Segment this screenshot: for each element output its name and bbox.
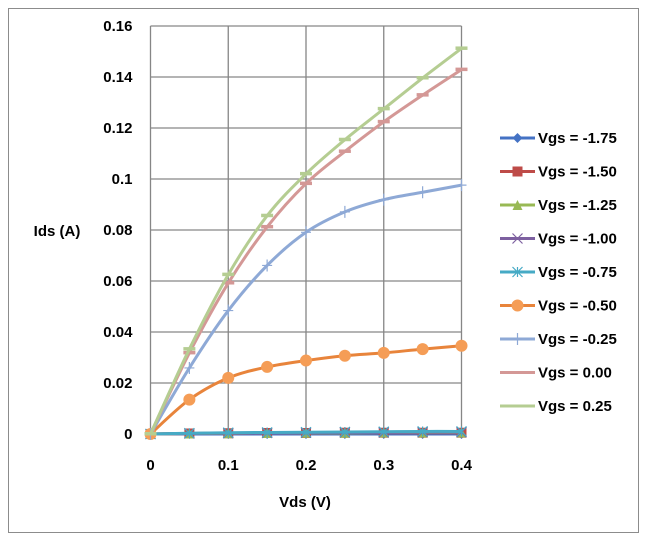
data-point <box>184 361 195 374</box>
data-point <box>378 426 390 438</box>
legend-label: Vgs = -1.25 <box>538 197 617 214</box>
data-point <box>416 76 429 80</box>
legend-label: Vgs = -1.75 <box>538 130 617 147</box>
data-point <box>417 186 428 199</box>
data-point <box>183 393 196 406</box>
data-point <box>300 426 312 438</box>
data-point <box>261 427 273 438</box>
y-tick-label: 0 <box>124 426 132 443</box>
data-point <box>339 205 350 218</box>
data-point <box>144 432 157 436</box>
data-point <box>300 181 312 186</box>
x-tick-label: 0.1 <box>218 457 239 474</box>
tick-labels: 0 0.1 0.2 0.3 0.4 0 0.02 0.04 0.06 0.08 0.1 0.12 0.1… <box>103 18 472 474</box>
data-point <box>455 339 468 352</box>
data-point <box>262 259 273 272</box>
legend: Vgs = -1.75 Vgs = -1.50 Vgs = -1.25 Vgs = -… <box>500 130 617 415</box>
series-vgs-0.00 <box>144 67 468 436</box>
data-point <box>222 281 235 285</box>
data-point <box>339 426 351 438</box>
legend-item: Vgs = -1.25 <box>500 197 617 214</box>
data-point <box>261 213 274 218</box>
legend-item: Vgs = -0.75 <box>500 264 617 281</box>
legend-label: Vgs = -0.50 <box>538 298 617 315</box>
legend-label: Vgs = -1.50 <box>538 164 617 181</box>
data-point <box>222 272 235 277</box>
legend-marker <box>512 266 523 278</box>
data-point <box>456 179 467 192</box>
data-point <box>222 371 235 384</box>
series-lines <box>144 46 468 440</box>
y-tick-label: 0.16 <box>103 18 132 35</box>
data-point <box>222 427 234 439</box>
data-point <box>300 171 312 176</box>
y-tick-label: 0.1 <box>112 171 133 188</box>
legend-item: Vgs = -0.25 <box>500 331 617 348</box>
y-tick-label: 0.12 <box>103 120 132 137</box>
legend-label: Vgs = -0.25 <box>538 331 617 348</box>
data-point <box>183 427 195 439</box>
x-tick-label: 0.2 <box>296 457 317 474</box>
y-tick-label: 0.14 <box>103 69 133 86</box>
legend-item: Vgs = -1.75 <box>500 130 617 147</box>
data-point <box>300 354 312 367</box>
legend-label: Vgs = -0.75 <box>538 264 617 281</box>
x-tick-label: 0.4 <box>451 457 473 474</box>
legend-label: Vgs = 0.00 <box>538 365 612 382</box>
legend-label: Vgs = 0.25 <box>538 398 612 415</box>
data-point <box>261 224 274 229</box>
series-vgs-0.50 <box>144 339 468 440</box>
x-tick-label: 0 <box>146 457 154 474</box>
data-point <box>261 360 274 373</box>
data-point <box>455 46 468 50</box>
y-tick-label: 0.02 <box>103 375 132 392</box>
data-point <box>416 343 429 356</box>
data-point <box>338 349 351 362</box>
data-point <box>378 193 389 206</box>
data-point <box>183 350 196 355</box>
data-point <box>416 93 429 97</box>
data-point <box>456 426 467 437</box>
legend-marker <box>512 200 523 210</box>
x-tick-label: 0.3 <box>373 457 394 474</box>
data-point <box>417 426 429 437</box>
data-point <box>338 137 351 142</box>
data-point <box>223 304 234 317</box>
series-vgs-0.25 <box>145 179 467 440</box>
series-vgs-0.25 <box>144 46 468 436</box>
x-axis-label: Vds (V) <box>279 494 331 511</box>
legend-item: Vgs = -1.00 <box>500 231 617 248</box>
legend-item: Vgs = -1.50 <box>500 164 617 181</box>
y-tick-label: 0.08 <box>103 222 132 239</box>
legend-item: Vgs = -0.50 <box>500 298 617 315</box>
y-tick-label: 0.06 <box>103 273 132 290</box>
y-axis-label: Ids (A) <box>34 223 81 240</box>
data-point <box>455 67 468 72</box>
series-line <box>149 47 463 435</box>
data-point <box>301 226 311 239</box>
legend-marker <box>512 133 523 143</box>
series-line <box>149 68 463 435</box>
data-point <box>338 149 351 153</box>
data-point <box>377 106 390 111</box>
y-tick-label: 0.04 <box>103 324 133 341</box>
legend-label: Vgs = -1.00 <box>538 231 617 248</box>
legend-marker <box>512 333 523 345</box>
legend-item: Vgs = 0.25 <box>500 398 612 415</box>
legend-marker <box>512 233 523 244</box>
legend-item: Vgs = 0.00 <box>500 365 612 382</box>
data-point <box>377 346 390 359</box>
data-point <box>377 119 390 124</box>
data-point <box>183 347 196 351</box>
legend-marker <box>511 299 524 312</box>
legend-marker <box>512 166 523 177</box>
